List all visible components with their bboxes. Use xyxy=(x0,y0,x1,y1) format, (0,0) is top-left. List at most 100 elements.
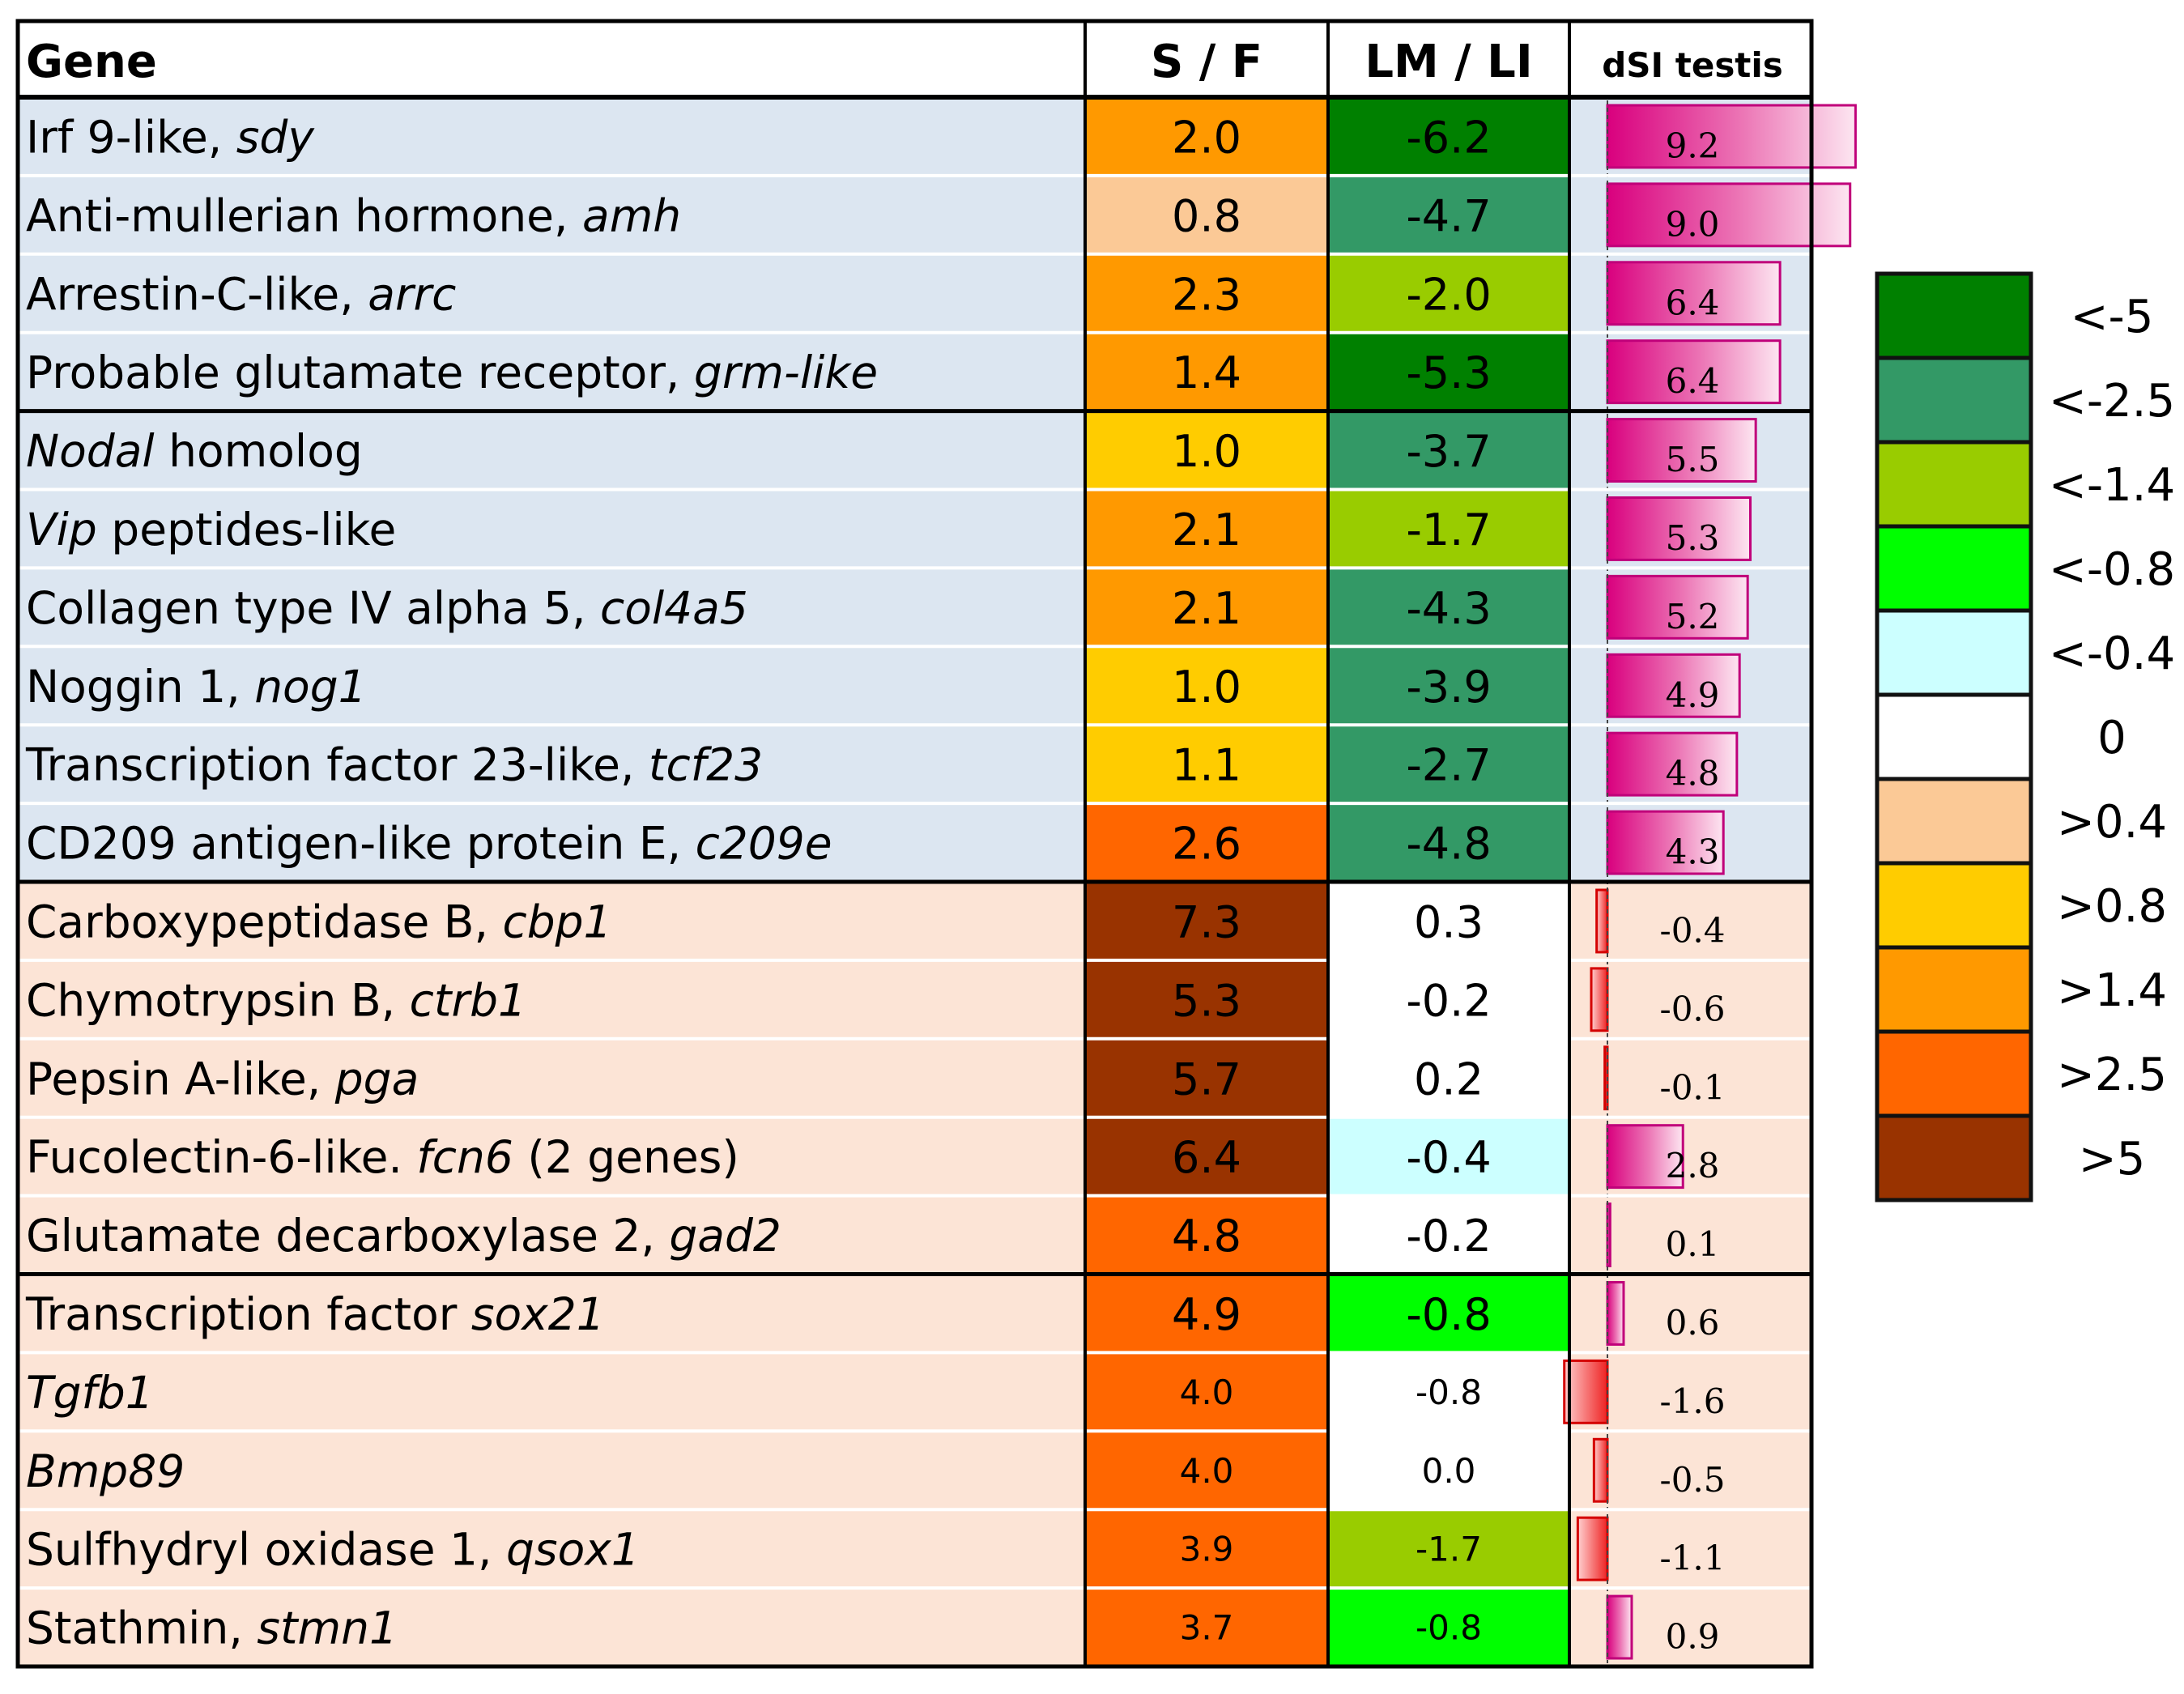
sf-value: 2.1 xyxy=(1172,504,1241,555)
dsi-cell xyxy=(1569,1352,1811,1432)
gene-label: Tgfb1 xyxy=(26,1367,154,1419)
sf-cell xyxy=(1085,332,1328,411)
table-border xyxy=(15,19,1814,1669)
gene-name: Pepsin A-like, xyxy=(26,1053,335,1105)
gene-symbol: pga xyxy=(334,1053,419,1105)
sf-cell xyxy=(1085,725,1328,804)
gene-name: CD209 antigen-like protein E, xyxy=(26,818,696,870)
gene-symbol: c209e xyxy=(696,818,832,870)
dsi-value: 4.9 xyxy=(1666,675,1720,715)
gene-symbol: col4a5 xyxy=(600,582,748,634)
sf-value: 0.8 xyxy=(1172,190,1241,241)
dsi-bar xyxy=(1590,967,1609,1032)
sf-value: 4.0 xyxy=(1180,1451,1234,1491)
gene-symbol: Tgfb1 xyxy=(26,1367,154,1419)
sf-cell xyxy=(1085,882,1328,960)
gene-symbol: sdy xyxy=(236,111,316,163)
dsi-bar xyxy=(1606,810,1725,875)
gene-symbol: amh xyxy=(582,189,681,241)
gene-symbol: arrc xyxy=(368,268,456,320)
table-row: Irf 9-like, sdy 2.0 -6.2 9.2 xyxy=(18,97,1857,176)
dsi-bar xyxy=(1563,1359,1609,1424)
gene-cell xyxy=(18,1117,1085,1196)
dsi-bar xyxy=(1606,1124,1684,1190)
lmli-value: -1.7 xyxy=(1416,1530,1482,1569)
dsi-value: 0.9 xyxy=(1666,1617,1720,1657)
gene-suffix: peptides-like xyxy=(97,504,397,555)
sf-value: 1.0 xyxy=(1172,662,1241,713)
dsi-bar xyxy=(1606,1281,1625,1346)
gene-label: Fucolectin-6-like. fcn6 (2 genes) xyxy=(26,1131,739,1183)
lmli-value: -0.8 xyxy=(1416,1373,1482,1412)
sf-value: 4.8 xyxy=(1172,1211,1241,1262)
table-row: Arrestin-C-like, arrc 2.3 -2.0 6.4 xyxy=(18,253,1811,333)
dsi-value: -0.4 xyxy=(1660,910,1726,950)
sf-cell xyxy=(1085,1509,1328,1589)
lmli-value: -0.4 xyxy=(1406,1132,1491,1183)
sf-value: 2.0 xyxy=(1172,112,1241,163)
table-row: Transcription factor sox21 4.9 -0.8 0.6 xyxy=(18,1274,1811,1353)
lmli-cell xyxy=(1328,882,1569,960)
dsi-cell xyxy=(1569,882,1811,960)
lmli-cell xyxy=(1328,253,1569,333)
gene-cell xyxy=(18,97,1085,176)
sf-cell xyxy=(1085,1274,1328,1353)
dsi-bar xyxy=(1606,653,1741,718)
gene-symbol: cbp1 xyxy=(502,896,611,947)
sf-value: 4.0 xyxy=(1180,1373,1234,1412)
table-row: Fucolectin-6-like. fcn6 (2 genes) 6.4 -0.4… xyxy=(18,1117,1811,1196)
gene-name: Transcription factor xyxy=(25,1288,471,1340)
gene-label: Transcription factor sox21 xyxy=(25,1288,605,1340)
table-row: Carboxypeptidase B, cbp1 7.3 0.3 -0.4 xyxy=(18,882,1811,960)
gene-cell xyxy=(18,1352,1085,1432)
lmli-value: 0.2 xyxy=(1414,1053,1484,1105)
lmli-cell xyxy=(1328,1038,1569,1117)
gene-cell xyxy=(18,411,1085,490)
sf-value: 2.1 xyxy=(1172,583,1241,634)
table-row: Collagen type IV alpha 5, col4a5 2.1 -4.3 5… xyxy=(18,568,1811,647)
lmli-cell xyxy=(1328,1588,1569,1666)
dsi-value: 9.2 xyxy=(1666,126,1720,165)
sf-cell xyxy=(1085,1352,1328,1432)
lmli-cell xyxy=(1328,489,1569,568)
gene-label: Chymotrypsin B, ctrb1 xyxy=(26,974,526,1026)
gene-label: CD209 antigen-like protein E, c209e xyxy=(26,818,832,870)
table-row: Vip peptides-like 2.1 -1.7 5.3 xyxy=(18,489,1811,568)
dsi-value: -1.6 xyxy=(1660,1381,1726,1421)
gene-name: Carboxypeptidase B, xyxy=(26,896,502,947)
dsi-value: 5.2 xyxy=(1666,597,1720,636)
gene-label: Collagen type IV alpha 5, col4a5 xyxy=(26,582,748,634)
sf-value: 5.7 xyxy=(1172,1053,1241,1105)
gene-suffix: homolog xyxy=(155,425,363,477)
gene-symbol: grm-like xyxy=(694,347,878,398)
dsi-value: 4.8 xyxy=(1666,754,1720,794)
sf-value: 7.3 xyxy=(1172,896,1241,947)
dsi-value: 0.1 xyxy=(1666,1224,1720,1264)
gene-label: Anti-mullerian hormone, amh xyxy=(26,189,681,241)
lmli-cell xyxy=(1328,411,1569,490)
sf-cell xyxy=(1085,1117,1328,1196)
dsi-cell xyxy=(1569,1431,1811,1510)
sf-cell xyxy=(1085,253,1328,333)
dsi-bar xyxy=(1606,1594,1633,1660)
gene-name: Irf 9-like, xyxy=(26,111,236,163)
dsi-bar xyxy=(1606,104,1857,169)
gene-cell xyxy=(18,568,1085,647)
gene-label: Probable glutamate receptor, grm-like xyxy=(26,347,878,398)
table-row: Stathmin, stmn1 3.7 -0.8 0.9 xyxy=(18,1588,1811,1666)
lmli-value: 0.3 xyxy=(1414,896,1484,947)
gene-label: Nodal homolog xyxy=(26,425,363,477)
sf-cell xyxy=(1085,1588,1328,1666)
lmli-value: -1.7 xyxy=(1406,504,1491,555)
sf-value: 6.4 xyxy=(1172,1132,1241,1183)
gene-label: Carboxypeptidase B, cbp1 xyxy=(26,896,612,947)
dsi-bar xyxy=(1592,1437,1609,1503)
gene-label: Irf 9-like, sdy xyxy=(26,111,315,163)
header-sf: S / F xyxy=(1151,36,1262,88)
lmli-cell xyxy=(1328,1117,1569,1196)
gene-name: Transcription factor 23-like, xyxy=(25,739,649,791)
table-row: CD209 antigen-like protein E, c209e 2.6 -4… xyxy=(18,803,1811,882)
sf-cell xyxy=(1085,960,1328,1039)
gene-label: Vip peptides-like xyxy=(26,504,396,555)
gene-cell xyxy=(18,646,1085,726)
